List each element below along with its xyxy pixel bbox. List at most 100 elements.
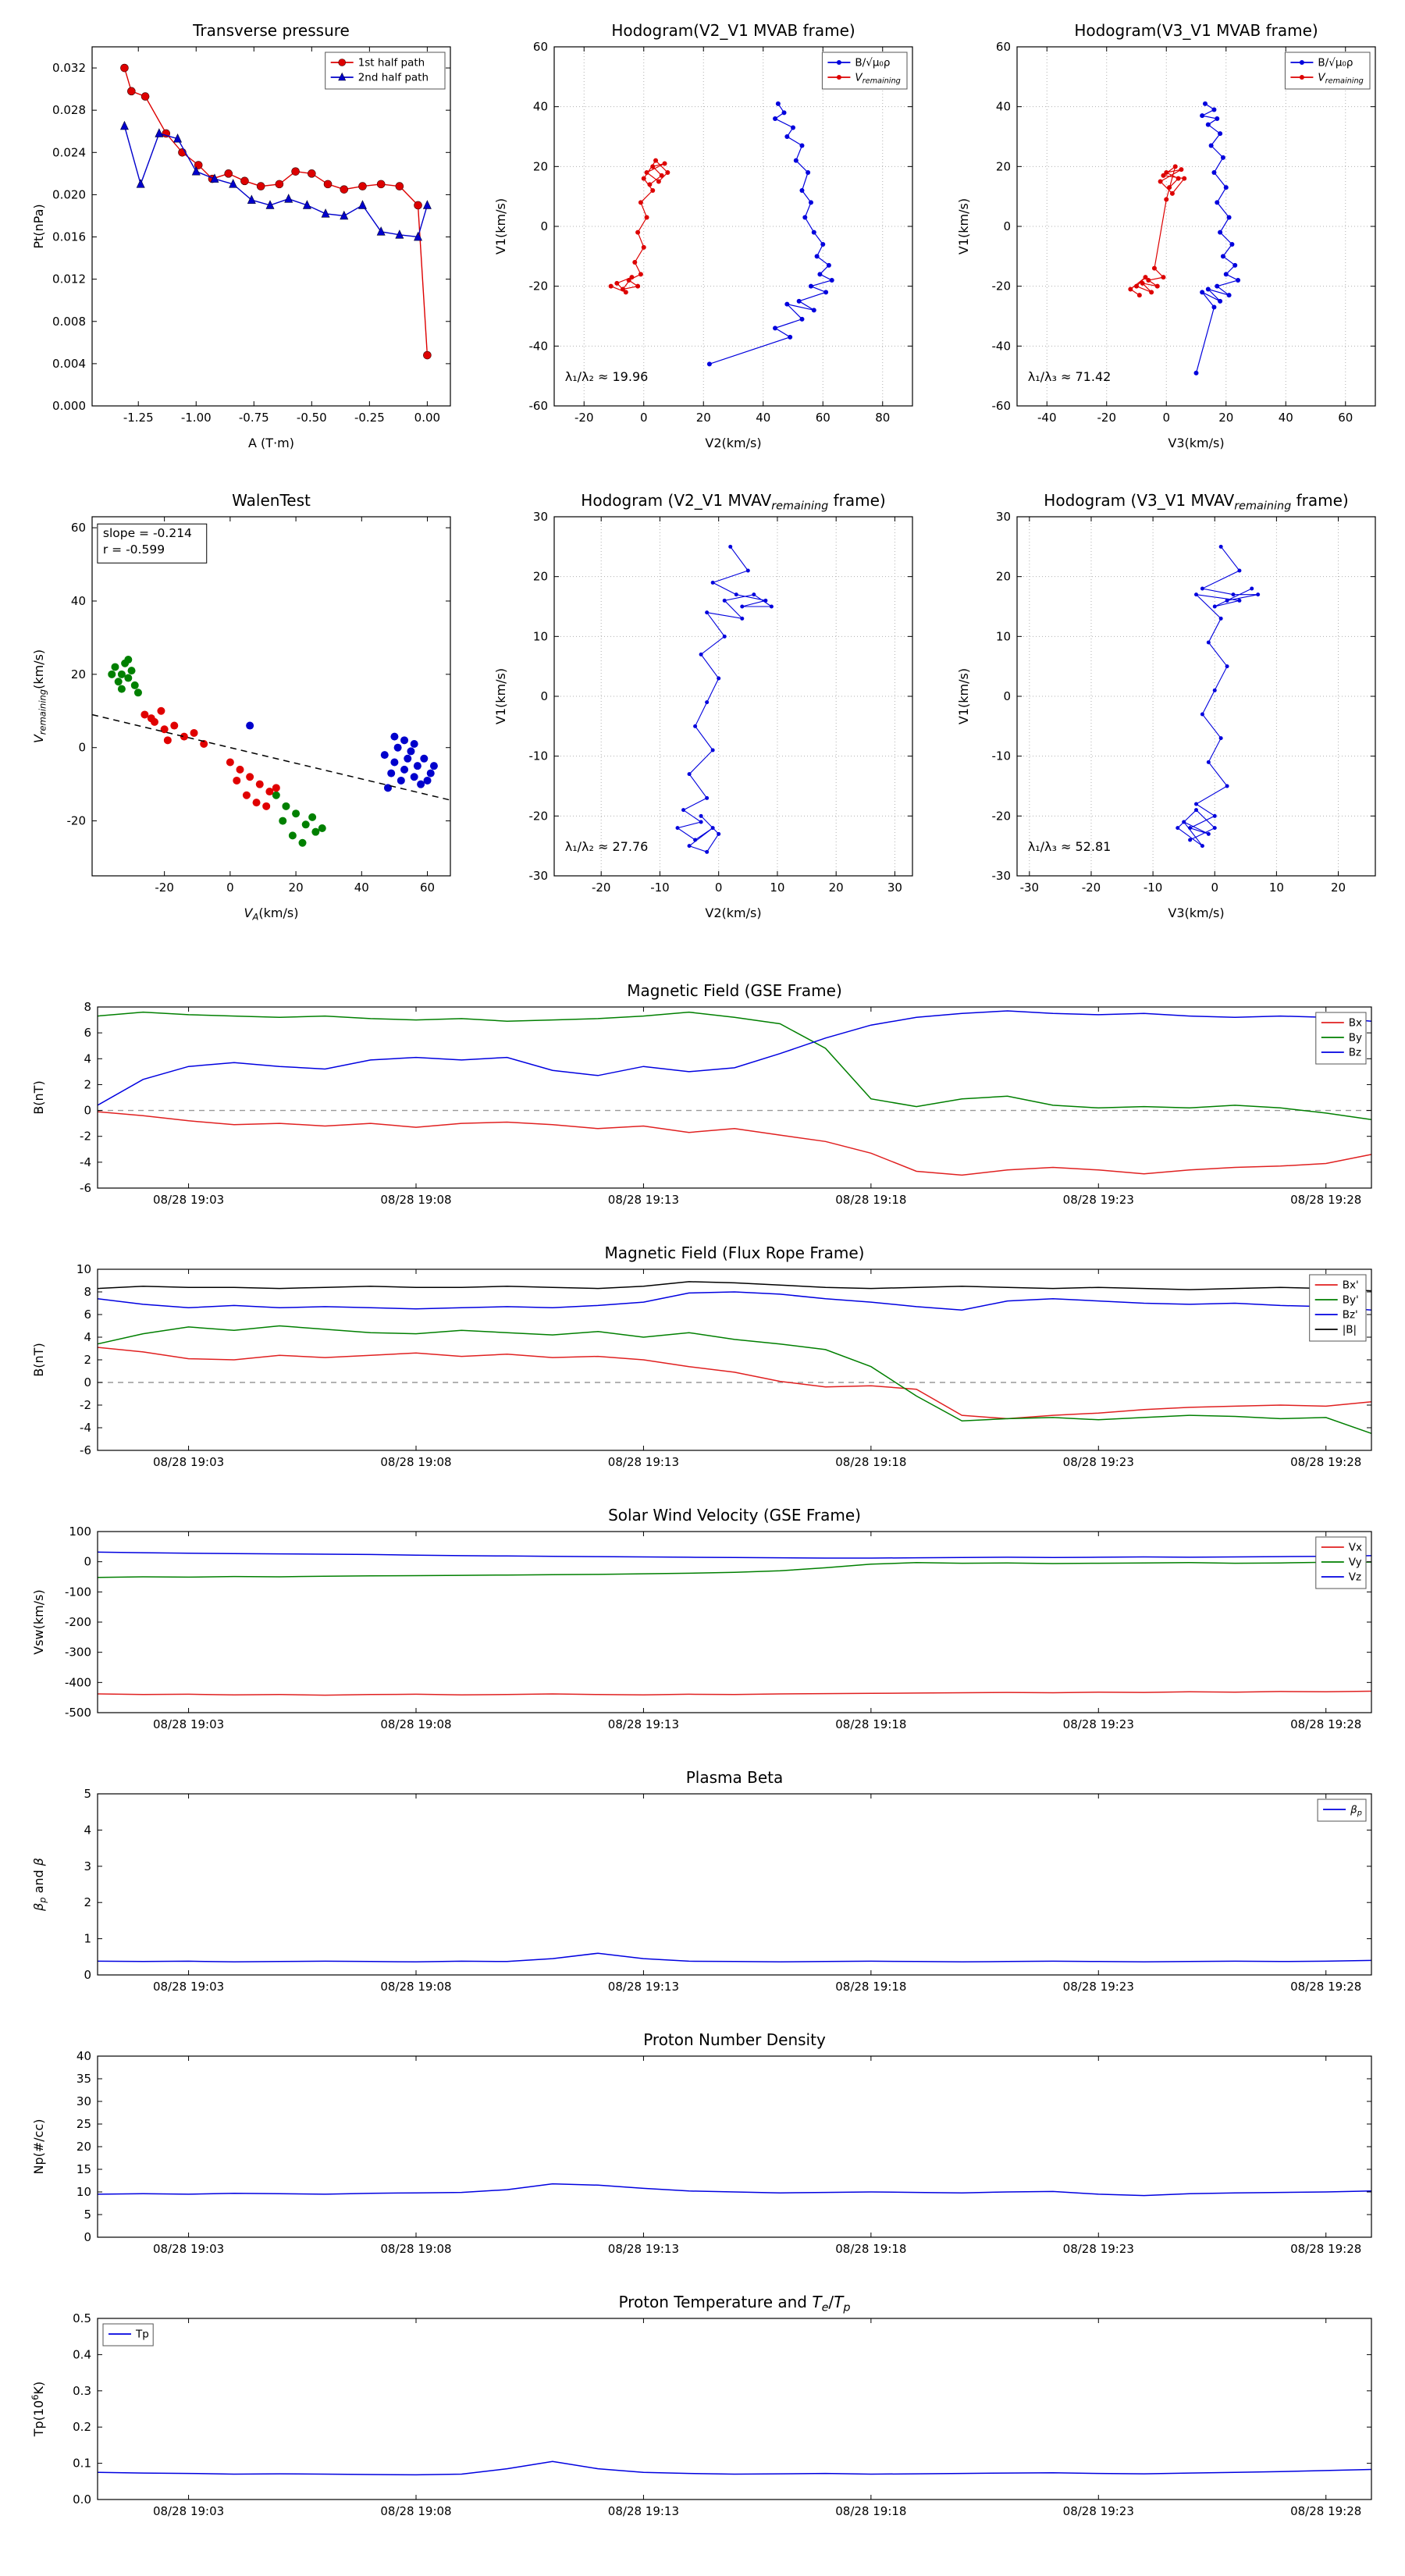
svg-text:By: By [1349,1032,1362,1044]
svg-text:-20: -20 [529,809,549,823]
svg-text:-30: -30 [529,869,549,883]
svg-text:V1(km/s): V1(km/s) [493,668,508,724]
svg-text:V1(km/s): V1(km/s) [956,668,971,724]
svg-text:08/28 19:28: 08/28 19:28 [1290,1717,1361,1731]
chart-transverse-pressure: -1.25 -1.00 -0.75 -0.50 -0.25 0.00 0.000 0.004 0… [23,8,464,457]
svg-text:Proton Temperature and Te/Tp: Proton Temperature and Te/Tp [618,2293,850,2314]
svg-text:08/28 19:18: 08/28 19:18 [835,1193,906,1207]
svg-text:10: 10 [1269,881,1284,895]
svg-text:slope = -0.214: slope = -0.214 [103,526,192,540]
svg-text:60: 60 [1338,411,1353,425]
svg-text:-0.25: -0.25 [354,411,385,425]
svg-text:Hodogram(V2_V1 MVAB frame): Hodogram(V2_V1 MVAB frame) [611,21,855,40]
svg-text:15: 15 [76,2162,91,2176]
svg-text:Transverse pressure: Transverse pressure [192,21,350,40]
svg-text:30: 30 [76,2094,91,2108]
svg-text:0.3: 0.3 [73,2384,91,2398]
svg-text:08/28 19:13: 08/28 19:13 [608,1455,679,1469]
svg-text:0.008: 0.008 [52,315,86,329]
svg-text:λ₁/λ₂ ≈ 27.76: λ₁/λ₂ ≈ 27.76 [565,839,649,854]
svg-text:-20: -20 [1082,881,1101,895]
svg-text:V2(km/s): V2(km/s) [705,906,761,920]
svg-text:4: 4 [84,1823,91,1837]
svg-text:0: 0 [640,411,648,425]
svg-text:08/28 19:23: 08/28 19:23 [1063,1193,1134,1207]
svg-text:60: 60 [996,40,1011,54]
svg-text:10: 10 [76,2185,91,2199]
svg-text:08/28 19:18: 08/28 19:18 [835,2504,906,2518]
svg-text:Pt(nPa): Pt(nPa) [31,204,46,248]
svg-text:Tp: Tp [135,2329,149,2341]
svg-text:-0.75: -0.75 [239,411,269,425]
svg-text:3: 3 [84,1859,91,1873]
svg-text:V1(km/s): V1(km/s) [956,198,971,254]
svg-text:-0.50: -0.50 [297,411,327,425]
svg-text:Magnetic Field (GSE Frame): Magnetic Field (GSE Frame) [627,981,842,1000]
svg-text:-200: -200 [65,1615,91,1629]
svg-text:Solar Wind Velocity (GSE Frame: Solar Wind Velocity (GSE Frame) [608,1506,861,1525]
svg-text:08/28 19:03: 08/28 19:03 [153,2242,224,2256]
svg-text:08/28 19:28: 08/28 19:28 [1290,1193,1361,1207]
svg-text:0: 0 [84,1375,91,1389]
svg-text:20: 20 [696,411,711,425]
svg-text:0: 0 [84,1104,91,1118]
svg-text:20: 20 [76,2140,91,2154]
svg-text:-10: -10 [650,881,670,895]
svg-text:-6: -6 [80,1443,91,1457]
svg-text:8: 8 [84,1285,91,1299]
svg-text:Bx: Bx [1349,1017,1362,1030]
svg-text:βp: βp [1350,1804,1362,1818]
svg-text:0: 0 [78,741,86,755]
svg-text:0.004: 0.004 [52,357,86,371]
svg-text:Np(#/cc): Np(#/cc) [31,2119,46,2175]
svg-text:20: 20 [533,570,548,584]
svg-text:0.4: 0.4 [73,2347,91,2361]
svg-text:Magnetic Field (Flux Rope Fram: Magnetic Field (Flux Rope Frame) [605,1244,865,1262]
svg-text:20: 20 [71,667,86,681]
svg-text:-4: -4 [80,1155,91,1169]
svg-text:08/28 19:13: 08/28 19:13 [608,1980,679,1994]
svg-text:B/√μ₀ρ: B/√μ₀ρ [1318,57,1353,69]
svg-text:2: 2 [84,1895,91,1909]
svg-text:Bx': Bx' [1343,1279,1359,1292]
svg-text:0: 0 [1162,411,1170,425]
svg-text:20: 20 [1218,411,1233,425]
svg-text:-30: -30 [1020,881,1040,895]
svg-text:0.2: 0.2 [73,2420,91,2434]
svg-text:0: 0 [226,881,234,895]
svg-text:10: 10 [996,629,1011,643]
chart-hodogram-v2v1-mvav: -20 -10 0 10 20 30 -30 -20 -10 0 10 20 30 Hodogram (V… [486,478,927,927]
svg-text:Vremaining: Vremaining [855,72,900,86]
svg-text:30: 30 [887,881,902,895]
svg-text:B/√μ₀ρ: B/√μ₀ρ [855,57,890,69]
svg-text:08/28 19:28: 08/28 19:28 [1290,1455,1361,1469]
svg-text:30: 30 [533,510,548,524]
svg-text:Vx: Vx [1349,1542,1362,1554]
svg-text:08/28 19:13: 08/28 19:13 [608,2242,679,2256]
svg-text:-20: -20 [155,881,174,895]
svg-text:08/28 19:08: 08/28 19:08 [380,1980,451,1994]
svg-text:10: 10 [770,881,784,895]
panel-magnetic-field-gse: 08/28 19:03 08/28 19:08 08/28 19:13 08/28 1… [23,977,1385,1226]
svg-text:-2: -2 [80,1130,91,1144]
svg-text:60: 60 [816,411,831,425]
svg-text:08/28 19:13: 08/28 19:13 [608,1717,679,1731]
svg-text:λ₁/λ₃ ≈ 52.81: λ₁/λ₃ ≈ 52.81 [1028,839,1112,854]
svg-text:-400: -400 [65,1675,91,1689]
svg-text:Vsw(km/s): Vsw(km/s) [31,1589,46,1654]
svg-text:80: 80 [875,411,890,425]
svg-text:0.00: 0.00 [414,411,440,425]
svg-text:-40: -40 [529,339,549,353]
svg-text:35: 35 [76,2072,91,2086]
svg-text:0: 0 [715,881,723,895]
svg-text:08/28 19:23: 08/28 19:23 [1063,1455,1134,1469]
svg-text:08/28 19:23: 08/28 19:23 [1063,1980,1134,1994]
svg-text:-20: -20 [992,809,1012,823]
svg-text:0: 0 [84,1968,91,1982]
chart-hodogram-v3v1-mvav: -30 -20 -10 0 10 20 -30 -20 -10 0 10 20 30 Hodogram (… [948,478,1389,927]
panel-solar-wind-velocity: 08/28 19:03 08/28 19:08 08/28 19:13 08/28 1… [23,1502,1385,1750]
svg-text:20: 20 [289,881,304,895]
svg-text:βp and β: βp and β [31,1858,48,1912]
svg-text:20: 20 [996,570,1011,584]
